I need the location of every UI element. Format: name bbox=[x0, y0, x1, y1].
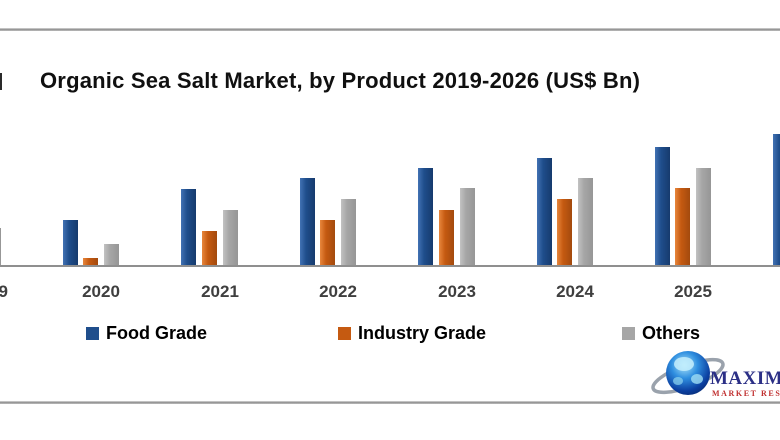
legend-label-industry-grade: Industry Grade bbox=[358, 323, 487, 343]
legend-swatch-food-grade bbox=[86, 327, 99, 340]
bar-others-2020 bbox=[104, 244, 119, 265]
bar-industry-grade-2020 bbox=[83, 258, 98, 265]
legend: Food Grade Industry Grade Others bbox=[0, 323, 780, 345]
bar-food-grade-2020 bbox=[63, 220, 78, 265]
legend-swatch-others bbox=[622, 327, 635, 340]
x-axis-line bbox=[0, 265, 780, 267]
x-label-2024: 2024 bbox=[556, 282, 594, 301]
bar-chart bbox=[0, 134, 780, 267]
bar-industry-grade-2022 bbox=[320, 220, 335, 265]
bar-food-grade-2021 bbox=[181, 189, 196, 265]
logo-subtext: MARKET RESEARCH bbox=[712, 389, 780, 398]
x-label-2019: 2019 bbox=[0, 282, 8, 301]
globe-icon: MAXIMIZE MARKET RESEARCH bbox=[651, 351, 780, 398]
legend-label-food-grade: Food Grade bbox=[106, 323, 208, 343]
bar-industry-grade-2021 bbox=[202, 231, 217, 265]
bar-others-2025 bbox=[696, 168, 711, 265]
x-label-2020: 2020 bbox=[82, 282, 120, 301]
top-border-line bbox=[0, 28, 780, 31]
bar-industry-grade-2025 bbox=[675, 188, 690, 265]
bar-others-2019 bbox=[0, 228, 1, 265]
legend-label-others: Others bbox=[642, 323, 701, 343]
bar-food-grade-2026 bbox=[773, 134, 780, 265]
chart-title: Organic Sea Salt Market, by Product 2019… bbox=[40, 68, 641, 93]
bar-food-grade-2024 bbox=[537, 158, 552, 265]
legend-item-others: Others bbox=[622, 323, 700, 344]
x-label-2023: 2023 bbox=[438, 282, 476, 301]
logo-text: MAXIMIZE bbox=[710, 368, 780, 389]
x-label-2021: 2021 bbox=[201, 282, 239, 301]
bar-others-2022 bbox=[341, 199, 356, 265]
legend-item-industry-grade: Industry Grade bbox=[338, 323, 486, 344]
bar-food-grade-2025 bbox=[655, 147, 670, 265]
clipped-text-fragment bbox=[0, 73, 2, 90]
bars-area bbox=[0, 134, 780, 265]
mmr-logo: MAXIMIZE MARKET RESEARCH bbox=[636, 346, 780, 410]
bar-food-grade-2022 bbox=[300, 178, 315, 265]
x-label-2022: 2022 bbox=[319, 282, 357, 301]
bar-food-grade-2023 bbox=[418, 168, 433, 265]
x-label-2025: 2025 bbox=[674, 282, 712, 301]
bar-others-2024 bbox=[578, 178, 593, 265]
bar-others-2023 bbox=[460, 188, 475, 265]
bar-industry-grade-2024 bbox=[557, 199, 572, 265]
bar-industry-grade-2023 bbox=[439, 210, 454, 265]
legend-swatch-industry-grade bbox=[338, 327, 351, 340]
legend-item-food-grade: Food Grade bbox=[86, 323, 207, 344]
bottom-border-line bbox=[0, 401, 780, 404]
bar-others-2021 bbox=[223, 210, 238, 265]
